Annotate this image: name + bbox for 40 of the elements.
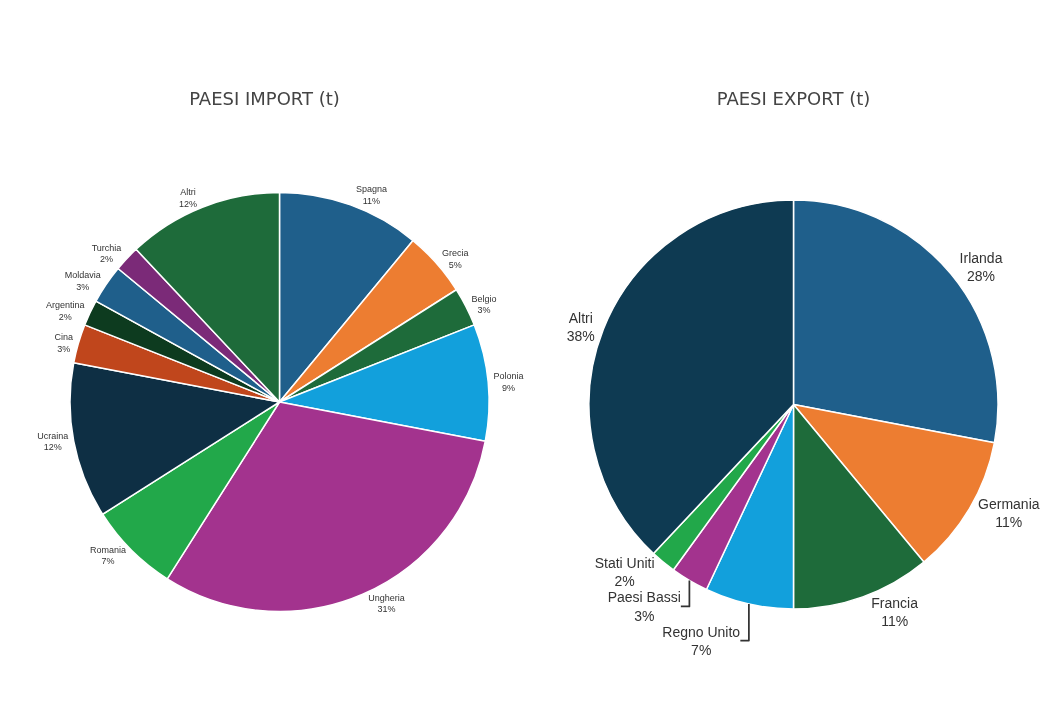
data-label: 11%	[362, 196, 381, 207]
slice-label: Altri	[180, 186, 196, 197]
slice-label: Polonia	[493, 371, 524, 382]
slice-label: Moldavia	[64, 269, 101, 280]
data-label: 2%	[58, 311, 72, 322]
slice-label: Belgio	[471, 293, 497, 304]
data-label: 5%	[448, 259, 462, 270]
slice-label: Ungheria	[368, 592, 405, 603]
data-label: 3%	[634, 607, 655, 624]
data-label: 9%	[502, 383, 516, 394]
slice-label: Paesi Bassi	[607, 589, 681, 606]
data-label: 2%	[100, 254, 114, 265]
slice-label: Stati Uniti	[594, 555, 655, 572]
data-label: 38%	[566, 328, 595, 344]
slice-label: Irlanda	[959, 250, 1003, 267]
data-label: 3%	[57, 343, 71, 354]
data-label: 11%	[881, 613, 909, 630]
data-label: 3%	[76, 281, 90, 292]
data-label: 11%	[995, 514, 1023, 531]
chart-title: PAESI IMPORT (t)	[189, 88, 340, 110]
slice-label: Germania	[978, 495, 1040, 512]
data-label: 28%	[967, 268, 996, 285]
slice-label: Grecia	[442, 247, 469, 258]
data-label: 31%	[377, 604, 396, 615]
data-label: 12%	[43, 442, 62, 453]
data-label: 12%	[178, 198, 197, 209]
data-label: 2%	[614, 573, 635, 590]
data-label: 7%	[101, 556, 115, 567]
slice-label: Altri	[568, 309, 593, 326]
slice-label: Cina	[54, 331, 73, 342]
slice-label: Romania	[89, 544, 126, 555]
slice-label: Spagna	[355, 184, 387, 195]
data-label: 3%	[477, 305, 491, 316]
slice-label: Ucraina	[37, 430, 69, 441]
slice-label: Argentina	[45, 299, 85, 310]
slice-label: Turchia	[91, 242, 122, 253]
chart-title: PAESI EXPORT (t)	[716, 88, 871, 110]
slice-label: Regno Unito	[662, 623, 741, 640]
data-label: 7%	[691, 641, 712, 658]
slice-label: Francia	[871, 594, 919, 611]
